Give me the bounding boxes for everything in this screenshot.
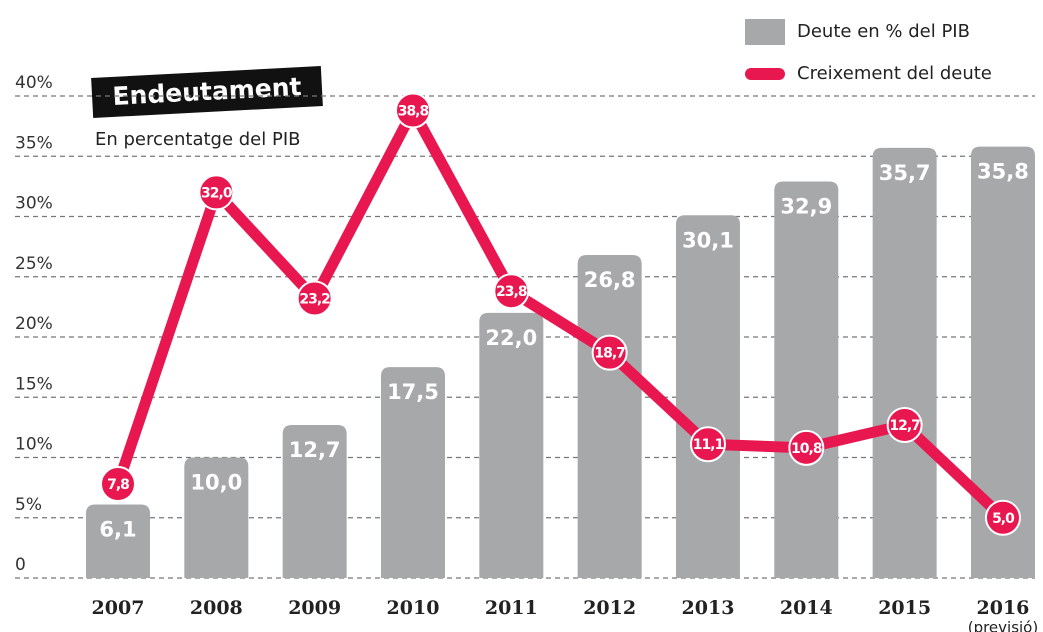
- y-tick-label: 20%: [15, 314, 53, 334]
- line-point: [493, 273, 530, 310]
- x-tick-label: 2007: [92, 597, 145, 619]
- bar-value-label: 6,1: [99, 517, 136, 541]
- point-value-label: 23,2: [299, 291, 330, 307]
- point-value-label: 18,7: [594, 346, 625, 362]
- y-tick-label: 10%: [15, 435, 53, 455]
- x-tick-label: 2012: [583, 597, 636, 619]
- x-tick-label: 2013: [682, 597, 735, 619]
- bar: [380, 367, 445, 578]
- bar-value-label: 32,9: [780, 195, 832, 219]
- x-tick-label: 2009: [288, 597, 341, 619]
- point-value-label: 7,8: [107, 477, 129, 493]
- bar: [774, 181, 839, 578]
- x-tick-label: 2015: [878, 597, 931, 619]
- point-value-label: 11,1: [693, 437, 724, 453]
- line-point: [788, 429, 825, 466]
- title-bg: [91, 66, 323, 118]
- x-tick-label: 2008: [190, 597, 243, 619]
- y-tick-label: 30%: [15, 194, 53, 214]
- bar-value-label: 26,8: [584, 268, 636, 292]
- bar-value-label: 17,5: [387, 380, 439, 404]
- legend-swatch: [745, 19, 785, 45]
- point-value-label: 5,0: [992, 511, 1015, 527]
- chart-subtitle: En percentatge del PIB: [95, 129, 301, 150]
- x-tick-note: (previsió): [968, 619, 1039, 632]
- line-point: [394, 92, 431, 129]
- bar: [675, 215, 740, 579]
- point-value-label: 38,8: [398, 103, 429, 119]
- x-tick-label: 2011: [485, 597, 538, 619]
- legend-label: Creixement del deute: [797, 63, 992, 84]
- bar: [970, 146, 1035, 579]
- line-point: [100, 466, 136, 503]
- line: [112, 104, 1009, 524]
- bar-value-label: 35,8: [977, 160, 1029, 184]
- bar: [282, 424, 347, 578]
- grid: [15, 95, 1035, 579]
- bar: [184, 457, 249, 578]
- point-value-label: 32,0: [201, 185, 233, 201]
- point-value-label: 10,8: [791, 441, 822, 457]
- bar-value-label: 30,1: [682, 228, 734, 252]
- line-point: [689, 426, 726, 463]
- bar: [479, 312, 544, 578]
- line-point: [591, 334, 628, 371]
- legend-label: Deute en % del PIB: [797, 21, 970, 42]
- y-tick-label: 15%: [15, 374, 53, 394]
- y-tick-label: 25%: [15, 254, 53, 274]
- point-value-label: 23,8: [496, 284, 527, 300]
- line-point: [198, 174, 235, 211]
- bar: [577, 255, 642, 578]
- line-point: [296, 280, 333, 317]
- x-tick-label: 2010: [387, 597, 440, 619]
- bar-value-label: 35,7: [879, 161, 931, 185]
- bar-value-label: 10,0: [190, 471, 242, 495]
- bar: [872, 147, 937, 578]
- y-tick-label: 0: [15, 555, 26, 575]
- y-tick-label: 35%: [15, 133, 53, 153]
- title-box: Endeutament: [91, 66, 323, 118]
- bar-value-label: 22,0: [485, 326, 537, 350]
- bar: [86, 504, 150, 578]
- line-point: [984, 499, 1021, 536]
- y-tick-label: 40%: [15, 73, 53, 93]
- y-tick-label: 5%: [15, 495, 42, 515]
- x-tick-label: 2016: [977, 597, 1030, 619]
- point-value-label: 12,7: [889, 418, 920, 434]
- line-point: [886, 406, 923, 443]
- bar-value-label: 12,7: [289, 438, 341, 462]
- x-tick-label: 2014: [780, 597, 833, 619]
